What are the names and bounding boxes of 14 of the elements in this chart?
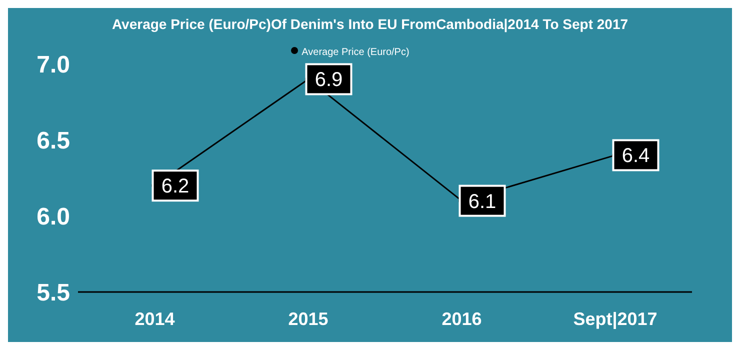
y-tick-label: 6.0 <box>36 204 70 231</box>
x-tick-label: Sept|2017 <box>573 308 658 329</box>
y-tick-label: 5.5 <box>36 280 70 307</box>
x-tick-label: 2016 <box>442 308 482 329</box>
data-label: 6.2 <box>161 176 190 198</box>
legend-label: Average Price (Euro/Pc) <box>302 47 410 58</box>
y-tick-label: 7.0 <box>36 52 70 79</box>
data-label: 6.1 <box>468 190 496 213</box>
chart-title: Average Price (Euro/Pc)Of Denim's Into EU FromCambodia|2014 To Sept 2017 <box>110 15 630 34</box>
y-tick-label: 6.5 <box>36 128 70 155</box>
x-tick-label: 2014 <box>134 308 175 329</box>
data-label: 6.9 <box>314 69 343 92</box>
x-tick-label: 2015 <box>288 308 328 329</box>
data-label: 6.4 <box>622 145 650 168</box>
